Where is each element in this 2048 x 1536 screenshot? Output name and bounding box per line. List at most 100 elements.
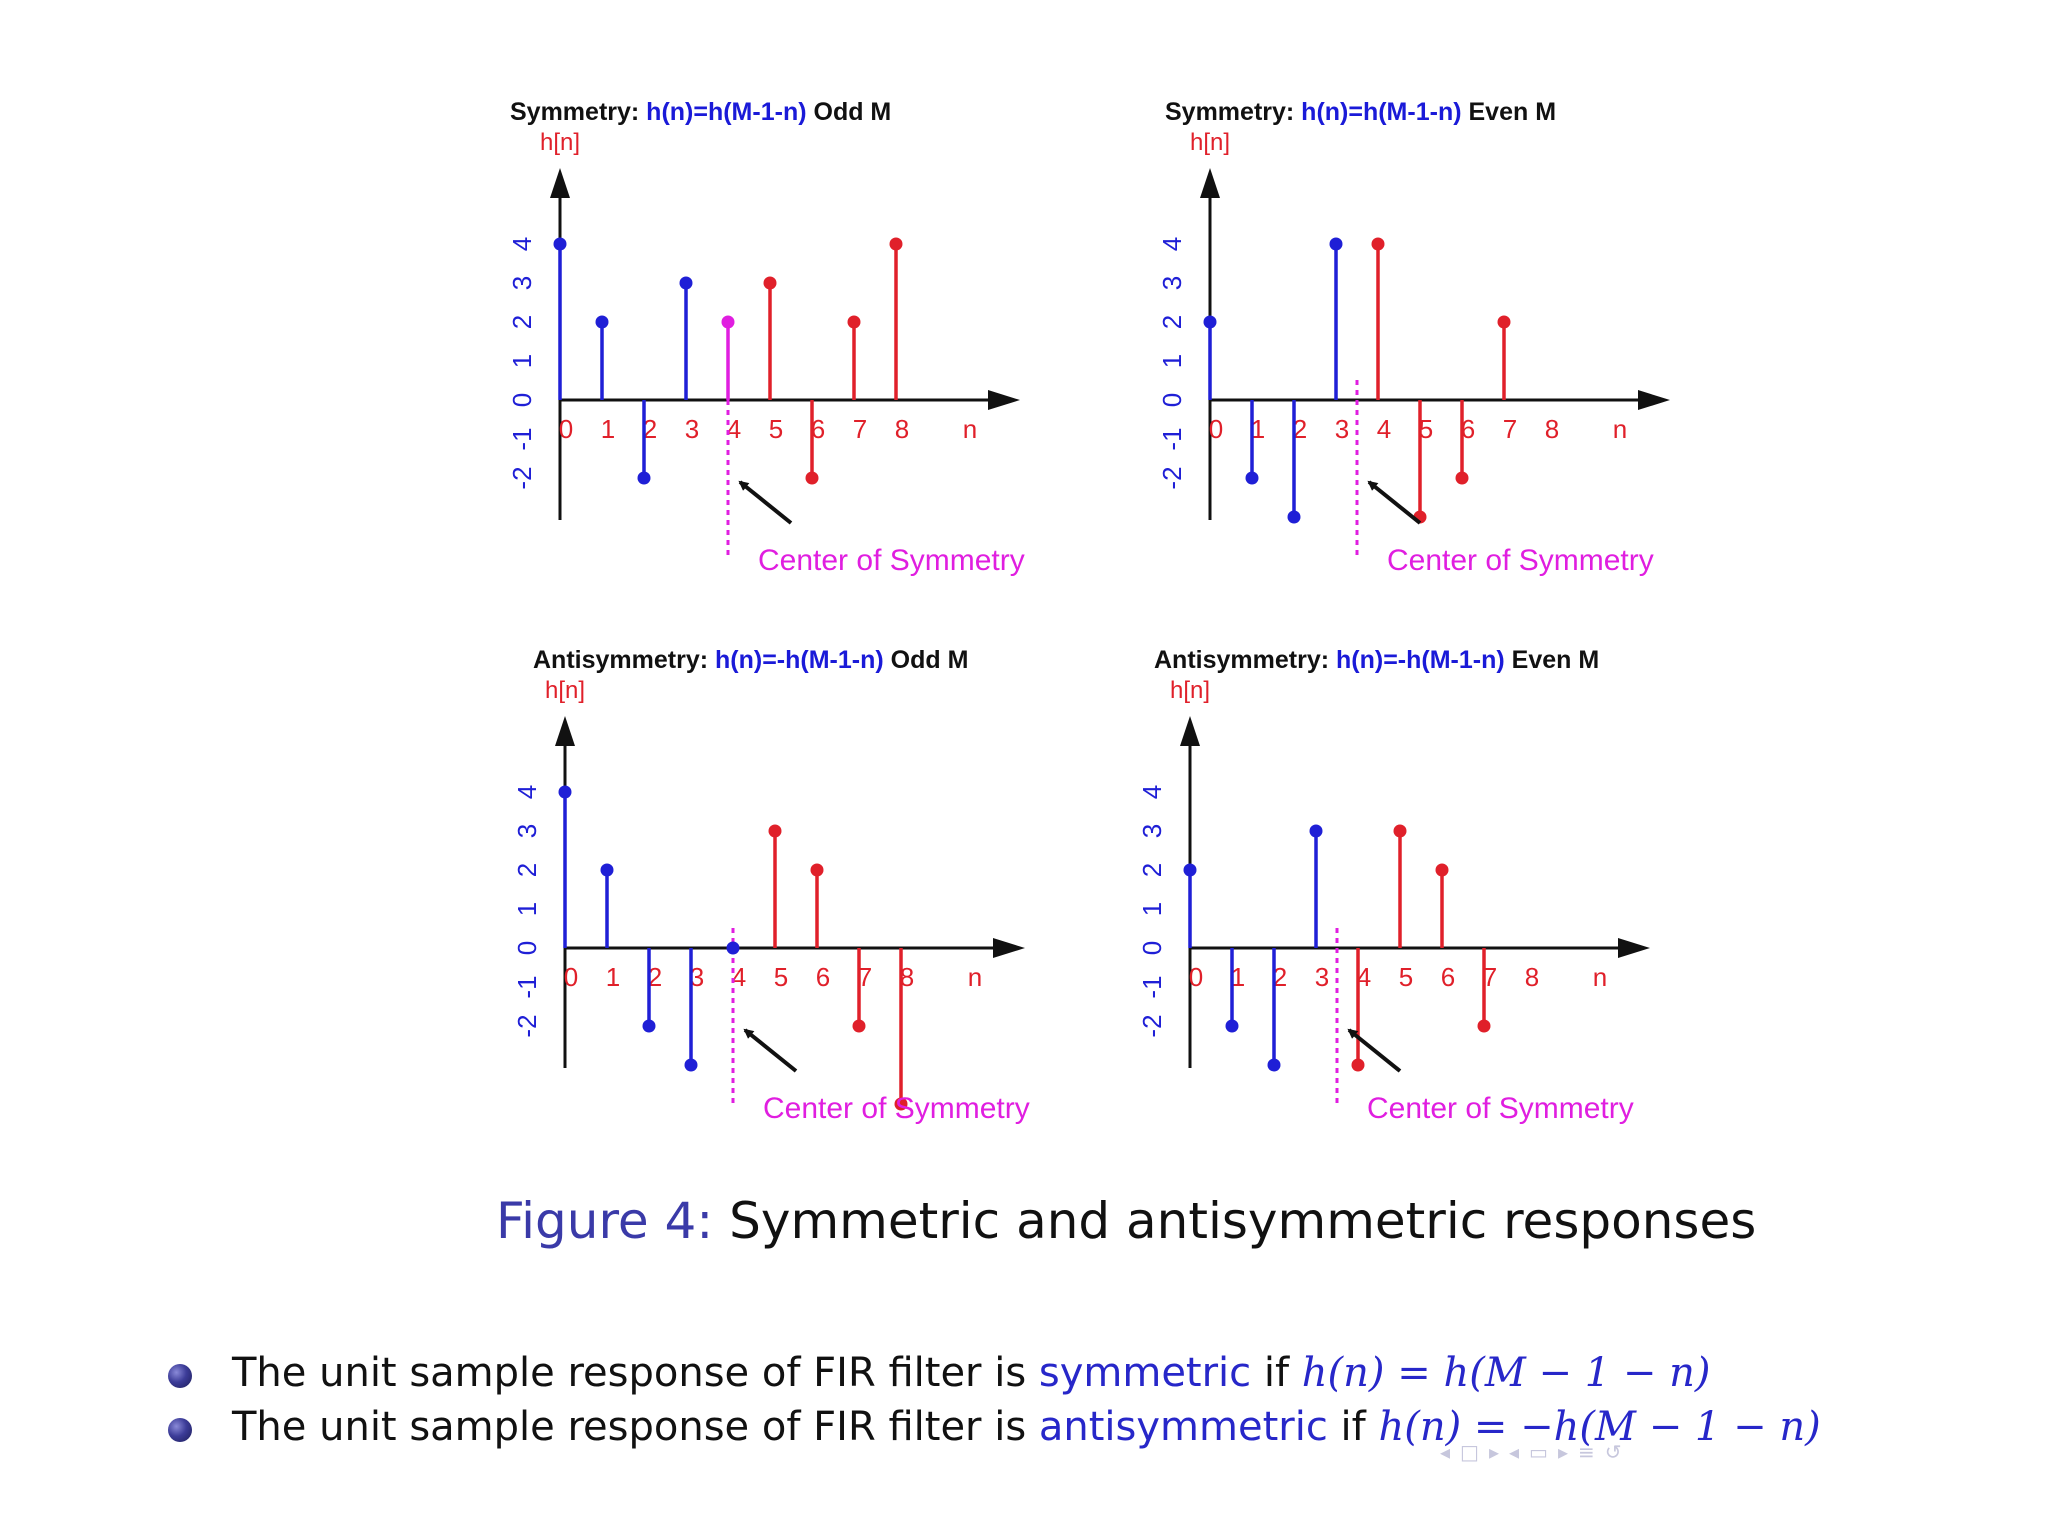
x-axis-label: n [1613, 414, 1627, 444]
stem-marker [721, 315, 735, 329]
y-axis-label: h[n] [1170, 677, 1210, 704]
bullet-sentence: The unit sample response of FIR filter i… [232, 1404, 1039, 1450]
panel-title-prefix: Symmetry: [1165, 98, 1302, 126]
stem-marker [810, 863, 824, 877]
x-tick-label: 8 [1545, 414, 1559, 444]
stem-marker [679, 276, 693, 290]
panel-title: Antisymmetry: h(n)=-h(M-1-n) Even M [1154, 646, 1599, 675]
y-tick-label: 4 [1157, 237, 1187, 251]
x-tick-label: 5 [1399, 962, 1413, 992]
nav-frame-icon[interactable]: □ [1460, 1440, 1489, 1464]
x-tick-label: 7 [1503, 414, 1517, 444]
x-axis-arrow-icon [1638, 390, 1670, 410]
stem-marker [637, 471, 651, 485]
x-tick-label: 8 [1525, 962, 1539, 992]
panel-title-prefix: Antisymmetry: [1154, 646, 1336, 674]
nav-align-icon[interactable]: ≡ [1578, 1440, 1605, 1464]
stem-marker [684, 1058, 698, 1072]
nav-back-icon[interactable]: ↺ [1604, 1440, 1632, 1464]
center-of-symmetry-label: Center of Symmetry [758, 544, 1025, 577]
nav-section-icon[interactable]: ▭ [1529, 1440, 1558, 1464]
panel-title: Symmetry: h(n)=h(M-1-n) Even M [1165, 98, 1556, 127]
bullet-text: The unit sample response of FIR filter i… [232, 1404, 1821, 1450]
stem-marker [1225, 1019, 1239, 1033]
bullet-keyword: antisymmetric [1038, 1404, 1328, 1450]
y-axis-arrow-icon [555, 716, 575, 746]
nav-next-section-icon[interactable]: ▸ [1557, 1440, 1578, 1464]
panel-title-prefix: Antisymmetry: [533, 646, 715, 674]
x-tick-label: 8 [900, 962, 914, 992]
panel-title-prefix: Symmetry: [510, 98, 647, 126]
x-tick-label: 0 [564, 962, 578, 992]
y-tick-label: -2 [1157, 466, 1187, 489]
y-tick-label: -1 [1137, 975, 1167, 998]
x-tick-label: 5 [769, 414, 783, 444]
stem-marker [889, 237, 903, 251]
y-tick-label: -2 [1137, 1014, 1167, 1037]
figure-caption-label: Figure 4: [496, 1192, 714, 1250]
x-tick-label: 2 [648, 962, 662, 992]
stem-marker [1435, 863, 1449, 877]
x-tick-label: 3 [690, 962, 704, 992]
stem-marker [768, 824, 782, 838]
y-tick-label: 1 [512, 902, 542, 916]
center-of-symmetry-label: Center of Symmetry [1367, 1092, 1634, 1125]
y-axis-label: h[n] [540, 129, 580, 156]
stem-marker [726, 941, 740, 955]
x-axis-arrow-icon [993, 938, 1025, 958]
y-tick-label: -2 [507, 466, 537, 489]
panel-title-equation: h(n)=h(M-1-n) [1301, 98, 1462, 126]
stem-marker [558, 785, 572, 799]
y-tick-label: -1 [512, 975, 542, 998]
y-tick-label: 0 [1157, 393, 1187, 407]
panel-title-suffix: Even M [1504, 646, 1600, 674]
nav-first-icon[interactable]: ◂ [1440, 1440, 1461, 1464]
y-tick-label: 2 [1157, 315, 1187, 329]
stem-marker [1455, 471, 1469, 485]
slide-navigation[interactable]: ◂□▸◂▭▸≡↺ [1440, 1440, 1632, 1464]
y-axis-label: h[n] [1190, 129, 1230, 156]
y-tick-label: -1 [507, 427, 537, 450]
stem-marker [1351, 1058, 1365, 1072]
x-tick-label: 2 [1273, 962, 1287, 992]
y-axis-label: h[n] [545, 677, 585, 704]
x-tick-label: 4 [727, 414, 741, 444]
x-tick-label: 6 [811, 414, 825, 444]
panel-title-suffix: Odd M [883, 646, 969, 674]
panel-title-equation: h(n)=-h(M-1-n) [1336, 646, 1505, 674]
y-tick-label: 1 [1137, 902, 1167, 916]
y-tick-label: 2 [1137, 863, 1167, 877]
panel-title: Symmetry: h(n)=h(M-1-n) Odd M [510, 98, 891, 127]
stem-marker [805, 471, 819, 485]
panel-title-equation: h(n)=h(M-1-n) [646, 98, 807, 126]
stem-marker [1183, 863, 1197, 877]
panel-title-suffix: Odd M [806, 98, 892, 126]
stem-marker [1287, 510, 1301, 524]
stem-marker [642, 1019, 656, 1033]
nav-next-icon[interactable]: ▸ [1488, 1440, 1509, 1464]
x-tick-label: 5 [1419, 414, 1433, 444]
stem-marker [1267, 1058, 1281, 1072]
stem-marker [1329, 237, 1343, 251]
nav-prev-section-icon[interactable]: ◂ [1509, 1440, 1530, 1464]
x-tick-label: 1 [1251, 414, 1265, 444]
center-of-symmetry-label: Center of Symmetry [763, 1092, 1030, 1125]
stem-marker [1477, 1019, 1491, 1033]
stem-marker [763, 276, 777, 290]
y-tick-label: 2 [507, 315, 537, 329]
bullet-equation: h(n) = −h(M − 1 − n) [1378, 1404, 1821, 1450]
x-tick-label: 8 [895, 414, 909, 444]
bullet-dot-icon [168, 1364, 192, 1388]
bullet-dot-icon [168, 1418, 192, 1442]
x-tick-label: 4 [1377, 414, 1391, 444]
y-tick-label: 0 [512, 941, 542, 955]
y-tick-label: 0 [1137, 941, 1167, 955]
center-arrow-icon [743, 1028, 798, 1073]
stem-marker [1203, 315, 1217, 329]
panel-title-equation: h(n)=-h(M-1-n) [715, 646, 884, 674]
x-tick-label: 7 [853, 414, 867, 444]
